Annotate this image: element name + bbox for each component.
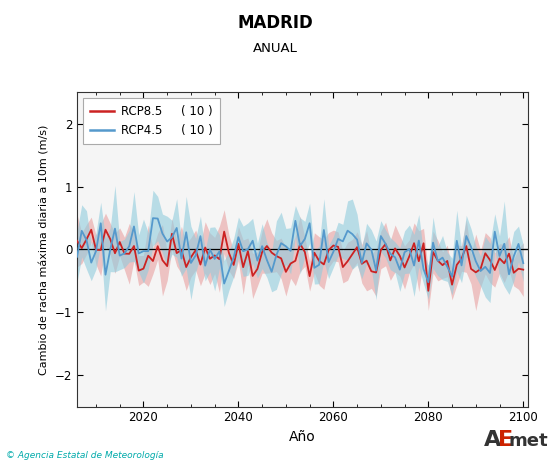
Text: E: E <box>498 431 513 450</box>
Text: met: met <box>509 432 548 450</box>
Text: ANUAL: ANUAL <box>252 42 298 55</box>
Y-axis label: Cambio de racha máxima diaria a 10m (m/s): Cambio de racha máxima diaria a 10m (m/s… <box>39 124 49 375</box>
Text: MADRID: MADRID <box>237 14 313 32</box>
X-axis label: Año: Año <box>289 430 316 444</box>
Text: A: A <box>484 431 501 450</box>
Text: © Agencia Estatal de Meteorología: © Agencia Estatal de Meteorología <box>6 451 163 460</box>
Legend: RCP8.5     ( 10 ), RCP4.5     ( 10 ): RCP8.5 ( 10 ), RCP4.5 ( 10 ) <box>83 98 219 144</box>
